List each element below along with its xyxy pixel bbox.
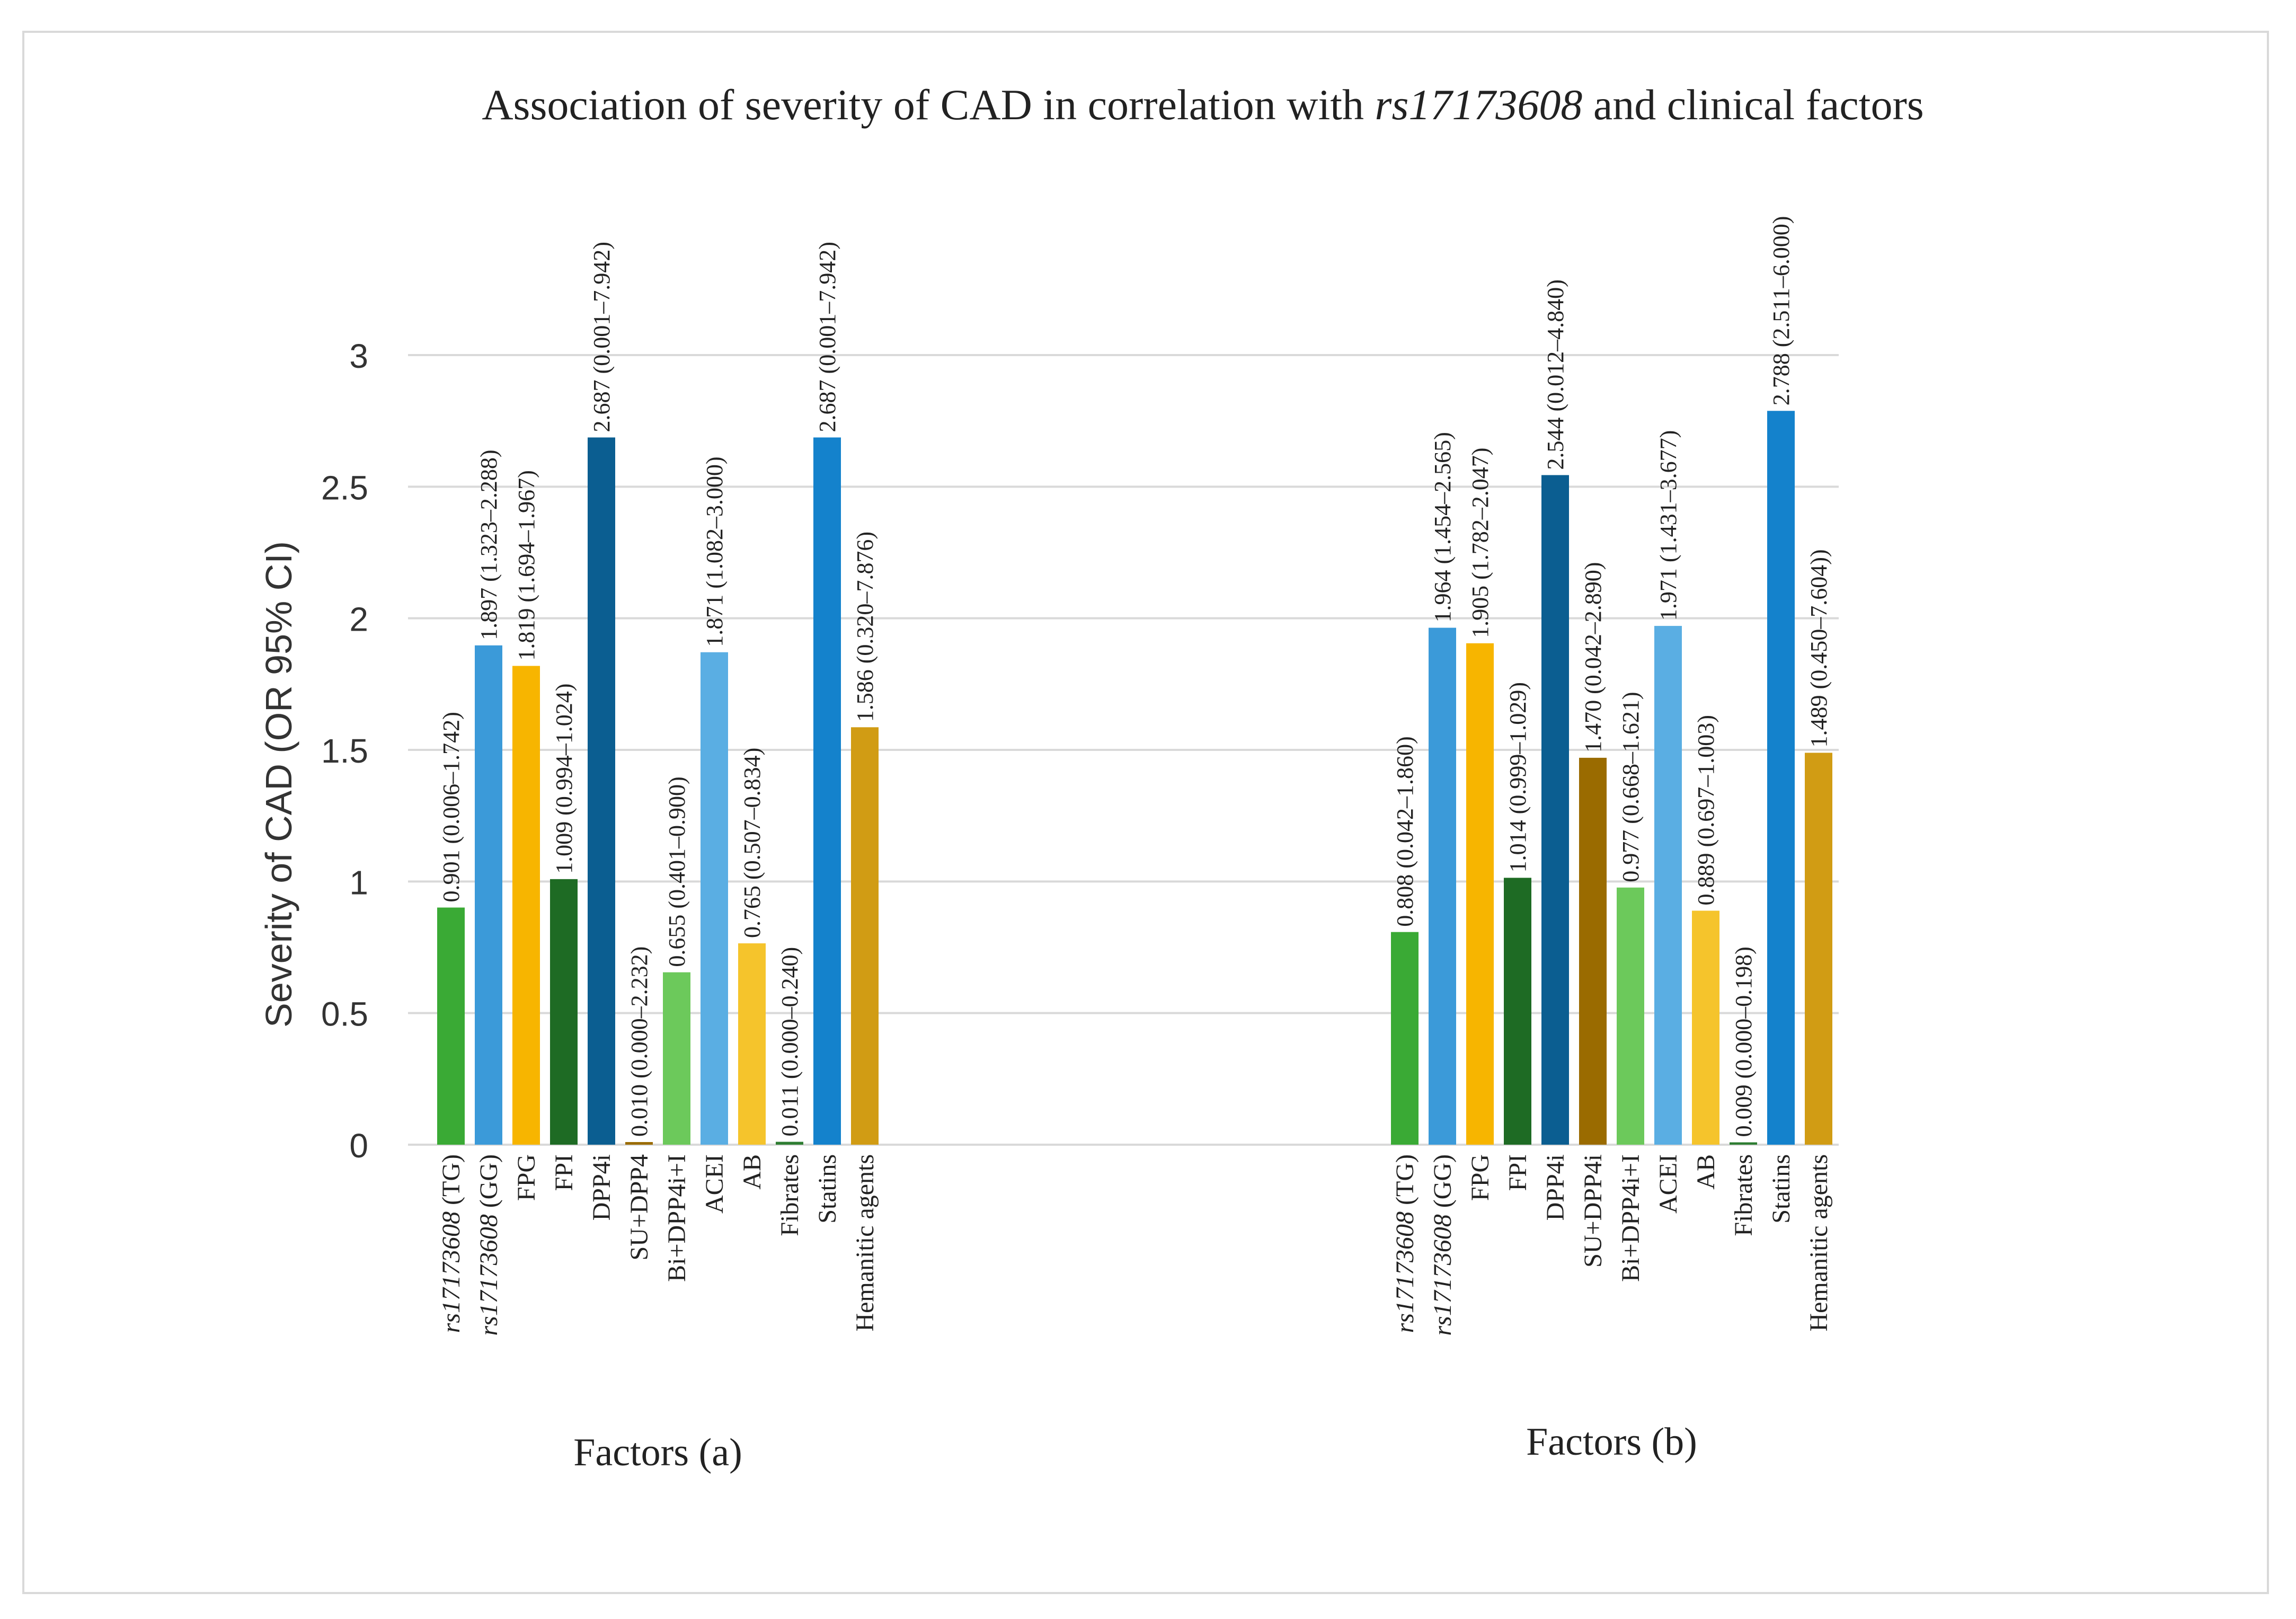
bar: [625, 1142, 653, 1145]
x-tick-label: DPP4i: [588, 1154, 616, 1220]
x-tick-label: Fibrates: [1730, 1154, 1758, 1236]
bar: [851, 727, 879, 1145]
x-tick-label-italic: rs17173608: [1391, 1211, 1419, 1333]
x-tick-label: rs17173608 (TG): [437, 1154, 465, 1333]
x-tick-label-rest: (GG): [475, 1154, 503, 1214]
x-tick-label: DPP4i: [1541, 1154, 1570, 1220]
x-tick-label: rs17173608 (TG): [1391, 1154, 1419, 1333]
x-tick-label-italic: rs17173608: [475, 1214, 503, 1335]
bar: [512, 666, 540, 1145]
y-tick-label: 2: [349, 600, 368, 639]
x-tick-label: FPG: [1466, 1154, 1494, 1201]
x-tick-label: Statins: [813, 1154, 841, 1224]
figure-frame: [22, 31, 2269, 1594]
bar: [1617, 887, 1644, 1145]
x-tick-label-rest: (TG): [1391, 1154, 1419, 1211]
bar: [776, 1142, 803, 1145]
y-axis-ticks: 0 0.5 1 1.5 2 2.5 3: [321, 337, 368, 1165]
data-label: 0.889 (0.697–1.003): [1693, 715, 1719, 905]
x-tick-label: rs17173608 (GG): [1429, 1154, 1457, 1336]
x-tick-label: Hemanitic agents: [1805, 1154, 1833, 1332]
data-label: 1.905 (1.782–2.047): [1467, 448, 1493, 638]
x-axis-label: Factors (a): [573, 1431, 742, 1474]
data-label: 0.655 (0.401–0.900): [664, 776, 690, 967]
bar: [1541, 475, 1569, 1145]
data-label: 1.819 (1.694–1.967): [513, 470, 539, 660]
bar: [1767, 411, 1795, 1145]
bar: [1730, 1142, 1757, 1145]
data-label: 2.544 (0.012–4.840): [1543, 279, 1568, 470]
x-tick-label: Bi+DPP4i+I: [1617, 1154, 1645, 1282]
x-tick-label: Statins: [1767, 1154, 1795, 1224]
data-label: 1.871 (1.082–3.000): [702, 456, 728, 647]
bar: [1504, 878, 1531, 1145]
x-tick-label-rest: (GG): [1429, 1154, 1457, 1214]
x-tick-label: SU+DPP4i: [1579, 1154, 1607, 1268]
x-tick-label-italic: rs17173608: [1429, 1214, 1457, 1335]
x-tick-label: rs17173608 (GG): [475, 1154, 503, 1336]
chart-title: Association of severity of CAD in correl…: [482, 81, 1923, 129]
x-axis-label: Factors (b): [1526, 1420, 1697, 1464]
data-label: 2.687 (0.001–7.942): [814, 242, 840, 432]
bar: [1429, 627, 1456, 1145]
bar: [813, 437, 841, 1145]
x-tick-label: Fibrates: [776, 1154, 804, 1236]
bar: [550, 879, 578, 1145]
bar: [1805, 753, 1832, 1145]
bar: [663, 972, 690, 1145]
y-tick-label: 0: [349, 1127, 368, 1165]
data-label: 1.897 (1.323–2.288): [476, 450, 502, 640]
data-label: 0.977 (0.668–1.621): [1618, 692, 1644, 882]
data-label: 1.014 (0.999–1.029): [1505, 682, 1531, 872]
x-axis-labels: rs17173608 (TG)rs17173608 (GG) FPG FPI DPP4…: [437, 1154, 1833, 1474]
bar: [1391, 932, 1419, 1145]
bar: [1654, 626, 1682, 1145]
panel-a: 0.901 (0.006–1.742) 1.897 (1.323–2.288) 1.…: [437, 242, 879, 1145]
y-tick-label: 1: [349, 863, 368, 901]
data-label: 0.009 (0.000–0.198): [1731, 946, 1757, 1137]
x-tick-label-italic: rs17173608: [437, 1211, 465, 1333]
data-label: 0.808 (0.042–1.860): [1392, 736, 1418, 926]
x-tick-label: SU+DPP4: [625, 1154, 653, 1260]
x-tick-label: FPI: [550, 1154, 578, 1191]
data-label: 0.011 (0.000–0.240): [777, 947, 803, 1137]
y-tick-label: 3: [349, 337, 368, 375]
data-label: 2.687 (0.001–7.942): [589, 242, 615, 432]
bar: [1466, 643, 1494, 1145]
bar: [701, 652, 728, 1145]
data-label: 1.009 (0.994–1.024): [551, 684, 577, 874]
bar: [475, 645, 502, 1145]
x-tick-label: FPG: [512, 1154, 540, 1201]
bar: [738, 943, 766, 1145]
x-tick-label: FPI: [1504, 1154, 1532, 1191]
x-tick-label: ACEI: [701, 1154, 729, 1214]
y-tick-label: 1.5: [321, 732, 368, 770]
x-tick-label: AB: [1692, 1154, 1720, 1190]
data-label: 0.765 (0.507–0.834): [739, 748, 765, 938]
x-tick-label: ACEI: [1654, 1154, 1682, 1214]
data-label: 2.788 (2.511–6.000): [1768, 216, 1794, 406]
data-label: 1.470 (0.042–2.890): [1580, 562, 1606, 753]
x-tick-label: Bi+DPP4i+I: [663, 1154, 691, 1282]
y-tick-label: 0.5: [321, 995, 368, 1033]
bar: [437, 907, 465, 1145]
data-label: 1.586 (0.320–7.876): [852, 532, 878, 722]
data-label: 1.971 (1.431–3.677): [1655, 430, 1681, 621]
data-label: 1.489 (0.450–7.604)): [1806, 549, 1832, 747]
data-label: 0.901 (0.006–1.742): [438, 712, 464, 902]
bars: 0.901 (0.006–1.742) 1.897 (1.323–2.288) 1.…: [437, 216, 1832, 1145]
data-label: 1.964 (1.454–2.565): [1430, 432, 1456, 622]
bar: [1579, 757, 1607, 1145]
x-tick-label: AB: [738, 1154, 766, 1190]
bar: [1692, 910, 1719, 1145]
data-label: 0.010 (0.000–2.232): [626, 946, 652, 1137]
bar: [588, 437, 615, 1145]
y-axis-label: Severity of CAD (OR 95% CI): [258, 541, 299, 1028]
panel-b: 0.808 (0.042–1.860) 1.964 (1.454–2.565) 1.…: [1391, 216, 1832, 1145]
x-tick-label-rest: (TG): [437, 1154, 465, 1211]
x-tick-label: Hemanitic agents: [851, 1154, 879, 1332]
y-tick-label: 2.5: [321, 468, 368, 507]
